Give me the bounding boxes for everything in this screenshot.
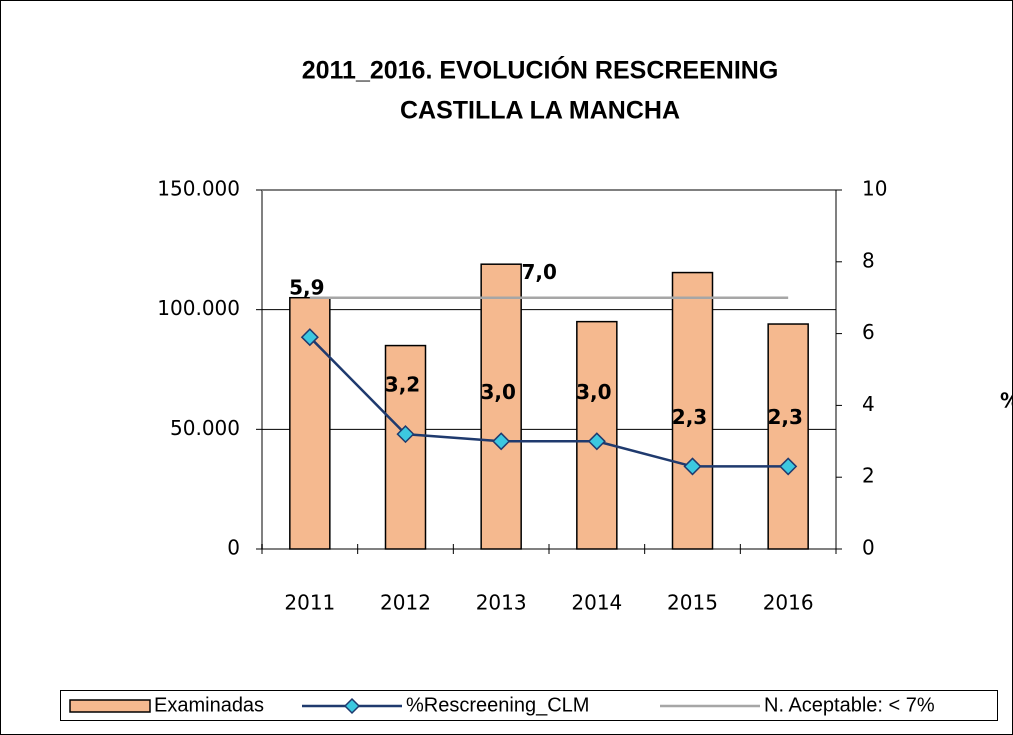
marker — [492, 432, 511, 451]
y2-axis-label: % — [1000, 389, 1013, 413]
y2-tick-label: 6 — [862, 320, 875, 344]
data-label: 7,0 — [521, 260, 556, 284]
y2-tick-label: 4 — [862, 392, 875, 416]
legend-label: Examinadas — [154, 694, 264, 716]
data-label: 3,2 — [385, 373, 420, 397]
y2-tick-label: 0 — [862, 536, 875, 560]
y2-tick-label: 2 — [862, 464, 875, 488]
data-label: 3,0 — [480, 380, 515, 404]
x-tick-label: 2012 — [380, 591, 431, 615]
x-tick-label: 2013 — [476, 591, 527, 615]
legend-label: %Rescreening_CLM — [406, 694, 589, 716]
y2-tick-label: 10 — [862, 177, 887, 201]
x-tick-label: 2016 — [763, 591, 814, 615]
line — [308, 336, 789, 468]
data-label: 5,9 — [289, 276, 324, 300]
y2-tick-label: 8 — [862, 248, 875, 272]
bar — [384, 344, 427, 550]
data-label: 2,3 — [672, 405, 707, 429]
x-tick-label: 2014 — [571, 591, 622, 615]
y-tick-label: 0 — [227, 536, 240, 560]
x-tick-label: 2011 — [284, 591, 335, 615]
y-tick-label: 100.000 — [157, 296, 240, 320]
chart-title: 2011_2016. EVOLUCIÓN RESCREENING — [302, 55, 779, 85]
chart-title: CASTILLA LA MANCHA — [400, 97, 680, 125]
bar — [480, 263, 522, 550]
legend-swatch — [69, 699, 151, 713]
data-label: 2,3 — [767, 405, 802, 429]
bar — [671, 271, 714, 550]
y-tick-label: 50.000 — [170, 416, 240, 440]
marker — [779, 457, 798, 476]
legend-box — [60, 690, 998, 721]
marker — [300, 328, 319, 347]
bar — [767, 323, 809, 550]
y-tick-label: 150.000 — [157, 177, 240, 201]
marker — [396, 425, 415, 444]
marker — [587, 432, 606, 451]
legend-marker — [343, 697, 361, 715]
data-label: 3,0 — [576, 380, 611, 404]
marker — [683, 457, 702, 476]
legend-label: N. Aceptable: < 7% — [764, 694, 935, 716]
x-tick-label: 2015 — [667, 591, 718, 615]
